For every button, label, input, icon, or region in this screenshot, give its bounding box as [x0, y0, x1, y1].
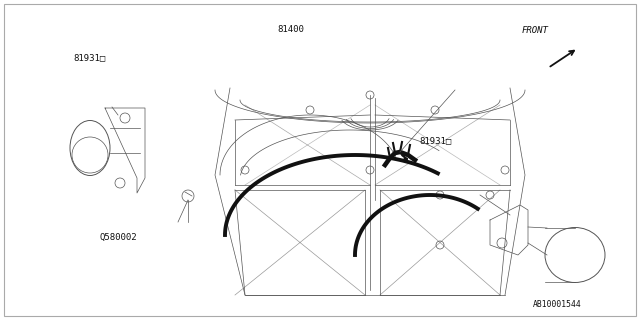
- Text: 81931□: 81931□: [74, 53, 106, 62]
- Text: 81931□: 81931□: [419, 137, 451, 146]
- Text: 81400: 81400: [278, 25, 305, 34]
- Text: FRONT: FRONT: [522, 26, 548, 35]
- Text: AB10001544: AB10001544: [532, 300, 581, 309]
- Text: Q580002: Q580002: [99, 233, 137, 242]
